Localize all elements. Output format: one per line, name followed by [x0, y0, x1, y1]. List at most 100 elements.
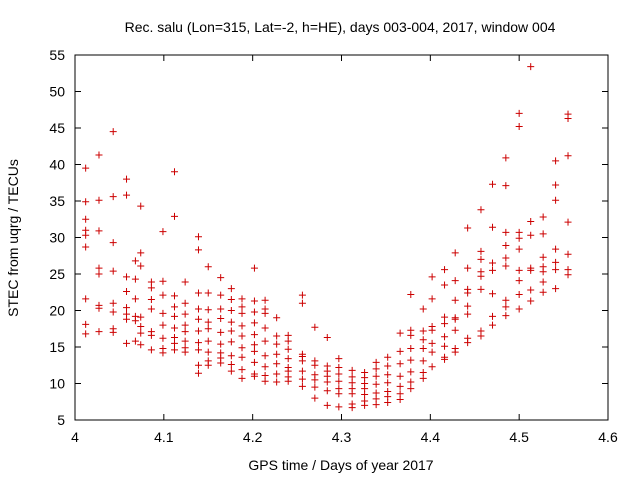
axis-ticks: 4 4.1 4.2 4.3 4.4 4.5 4.6 5 10 15 20 25 30 35 40 45 50 55	[49, 47, 618, 445]
data-point	[261, 337, 269, 345]
data-point	[250, 331, 258, 339]
data-point	[159, 321, 167, 329]
data-point	[227, 367, 235, 375]
data-point	[217, 274, 225, 282]
data-point	[273, 340, 281, 348]
data-point	[273, 332, 281, 340]
data-point	[194, 315, 202, 323]
data-point	[464, 339, 472, 347]
data-point	[170, 303, 178, 311]
data-point	[527, 286, 535, 294]
data-point	[384, 379, 392, 387]
data-point	[372, 365, 380, 373]
data-point	[515, 245, 523, 253]
data-point	[372, 372, 380, 380]
data-point	[464, 264, 472, 272]
data-point	[489, 259, 497, 267]
data-point	[323, 378, 331, 386]
data-point	[372, 395, 380, 403]
y-tick-label: 30	[49, 230, 65, 246]
data-point	[552, 245, 560, 253]
data-point	[109, 239, 117, 247]
data-point	[273, 370, 281, 378]
data-point	[477, 272, 485, 280]
data-point	[137, 313, 145, 321]
data-point	[227, 307, 235, 314]
data-point	[527, 231, 535, 239]
data-point	[564, 152, 572, 160]
data-point	[123, 273, 131, 281]
data-point	[396, 396, 404, 404]
data-point	[527, 297, 535, 305]
x-tick-label: 4.1	[154, 429, 174, 445]
data-point	[250, 308, 258, 316]
data-point	[489, 223, 497, 231]
data-point	[564, 115, 572, 123]
data-point	[527, 217, 535, 225]
data-point	[298, 367, 306, 375]
data-point	[428, 348, 436, 356]
data-point	[451, 277, 459, 285]
data-point	[464, 302, 472, 310]
data-point	[131, 275, 139, 283]
data-point	[284, 367, 292, 375]
x-tick-label: 4	[71, 429, 79, 445]
data-point	[95, 264, 103, 272]
data-point	[194, 369, 202, 377]
data-point	[82, 243, 90, 251]
data-point	[564, 250, 572, 258]
data-point	[348, 366, 356, 374]
data-point	[217, 291, 225, 299]
x-axis-label: GPS time / Days of year 2017	[248, 457, 433, 473]
data-point	[137, 341, 145, 349]
data-point	[194, 305, 202, 313]
data-point	[527, 266, 535, 274]
data-point	[407, 368, 415, 376]
data-point	[323, 334, 331, 342]
data-point	[477, 332, 485, 340]
data-point	[335, 355, 343, 363]
data-point	[82, 215, 90, 223]
data-point	[441, 333, 449, 341]
data-point	[552, 196, 560, 204]
data-point	[489, 266, 497, 274]
data-point	[147, 296, 155, 304]
data-point	[441, 320, 449, 328]
data-point	[204, 306, 212, 314]
data-point	[539, 230, 547, 238]
data-point	[451, 348, 459, 356]
data-point	[323, 372, 331, 380]
data-point	[298, 357, 306, 365]
x-tick-label: 4.6	[598, 429, 618, 445]
data-point	[147, 331, 155, 339]
data-point	[137, 262, 145, 270]
data-point	[451, 296, 459, 304]
data-point	[323, 401, 331, 409]
data-point	[428, 339, 436, 347]
data-point	[464, 224, 472, 232]
data-point	[261, 296, 269, 304]
data-point	[384, 353, 392, 361]
y-tick-label: 10	[49, 376, 65, 392]
data-point	[238, 309, 246, 317]
data-point	[123, 339, 131, 347]
data-point	[123, 315, 131, 323]
data-point	[123, 304, 131, 312]
data-point	[515, 277, 523, 285]
data-point	[428, 326, 436, 334]
data-point	[348, 373, 356, 381]
data-point	[284, 345, 292, 353]
data-point	[311, 361, 319, 369]
data-point	[217, 340, 225, 348]
data-point	[250, 347, 258, 355]
data-point	[552, 157, 560, 165]
data-point	[428, 295, 436, 303]
data-point	[137, 249, 145, 257]
data-point	[273, 360, 281, 368]
data-point	[489, 290, 497, 298]
data-point	[477, 247, 485, 255]
data-point	[131, 317, 139, 325]
data-point	[311, 376, 319, 384]
y-axis-label: STEC from uqrg / TECUs	[5, 159, 21, 317]
x-tick-label: 4.5	[509, 429, 529, 445]
